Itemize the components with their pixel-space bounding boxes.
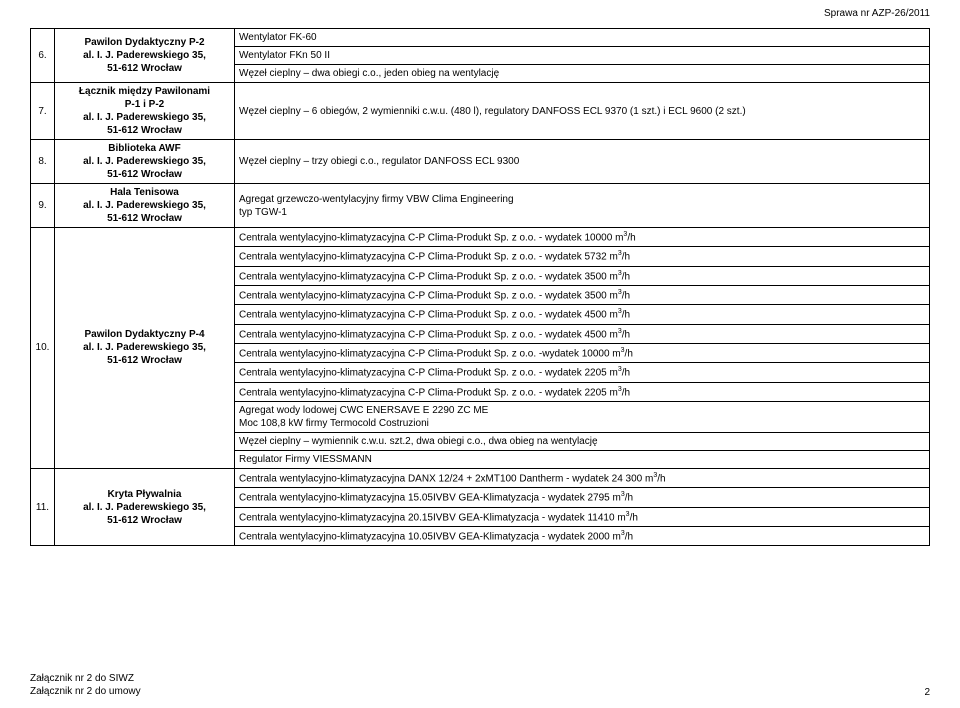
table-row: 7.Łącznik między PawilonamiP-1 i P-2al. … [31,83,930,140]
footer-left: Załącznik nr 2 do SIWZ Załącznik nr 2 do… [30,672,141,698]
footer-line-2: Załącznik nr 2 do umowy [30,685,141,698]
table-row: 9.Hala Tenisowaal. I. J. Paderewskiego 3… [31,184,930,228]
location-cell: Pawilon Dydaktyczny P-2al. I. J. Paderew… [55,29,235,83]
description-cell: Centrala wentylacyjno-klimatyzacyjna C-P… [235,305,930,324]
page-number: 2 [924,687,930,698]
description-cell: Węzeł cieplny – dwa obiegi c.o., jeden o… [235,65,930,83]
description-cell: Regulator Firmy VIESSMANN [235,450,930,468]
table-row: 8.Biblioteka AWFal. I. J. Paderewskiego … [31,140,930,184]
description-cell: Centrala wentylacyjno-klimatyzacyjna C-P… [235,324,930,343]
description-cell: Agregat wody lodowej CWC ENERSAVE E 2290… [235,401,930,432]
description-cell: Centrala wentylacyjno-klimatyzacyjna C-P… [235,343,930,362]
description-cell: Centrala wentylacyjno-klimatyzacyjna 10.… [235,526,930,545]
description-cell: Centrala wentylacyjno-klimatyzacyjna C-P… [235,228,930,247]
description-cell: Wentylator FKn 50 II [235,47,930,65]
table-row: 11.Kryta Pływalniaal. I. J. Paderewskieg… [31,468,930,487]
row-number: 8. [31,140,55,184]
location-cell: Hala Tenisowaal. I. J. Paderewskiego 35,… [55,184,235,228]
description-cell: Centrala wentylacyjno-klimatyzacyjna C-P… [235,285,930,304]
row-number: 6. [31,29,55,83]
description-cell: Centrala wentylacyjno-klimatyzacyjna C-P… [235,247,930,266]
main-table: 6.Pawilon Dydaktyczny P-2al. I. J. Pader… [30,28,930,546]
case-number: Sprawa nr AZP-26/2011 [824,8,930,19]
description-cell: Wentylator FK-60 [235,29,930,47]
description-cell: Centrala wentylacyjno-klimatyzacyjna C-P… [235,266,930,285]
location-cell: Biblioteka AWFal. I. J. Paderewskiego 35… [55,140,235,184]
description-cell: Centrala wentylacyjno-klimatyzacyjna C-P… [235,382,930,401]
description-cell: Węzeł cieplny – trzy obiegi c.o., regula… [235,140,930,184]
table-row: 6.Pawilon Dydaktyczny P-2al. I. J. Pader… [31,29,930,47]
footer-line-1: Załącznik nr 2 do SIWZ [30,672,141,685]
table-row: 10.Pawilon Dydaktyczny P-4al. I. J. Pade… [31,228,930,247]
table-body: 6.Pawilon Dydaktyczny P-2al. I. J. Pader… [31,29,930,546]
row-number: 10. [31,228,55,469]
location-cell: Łącznik między PawilonamiP-1 i P-2al. I.… [55,83,235,140]
location-cell: Pawilon Dydaktyczny P-4al. I. J. Paderew… [55,228,235,469]
description-cell: Agregat grzewczo-wentylacyjny firmy VBW … [235,184,930,228]
description-cell: Centrala wentylacyjno-klimatyzacyjna 20.… [235,507,930,526]
row-number: 7. [31,83,55,140]
row-number: 11. [31,468,55,545]
description-cell: Centrala wentylacyjno-klimatyzacyjna DAN… [235,468,930,487]
description-cell: Centrala wentylacyjno-klimatyzacyjna C-P… [235,363,930,382]
description-cell: Węzeł cieplny – 6 obiegów, 2 wymienniki … [235,83,930,140]
description-cell: Węzeł cieplny – wymiennik c.w.u. szt.2, … [235,432,930,450]
row-number: 9. [31,184,55,228]
location-cell: Kryta Pływalniaal. I. J. Paderewskiego 3… [55,468,235,545]
description-cell: Centrala wentylacyjno-klimatyzacyjna 15.… [235,488,930,507]
